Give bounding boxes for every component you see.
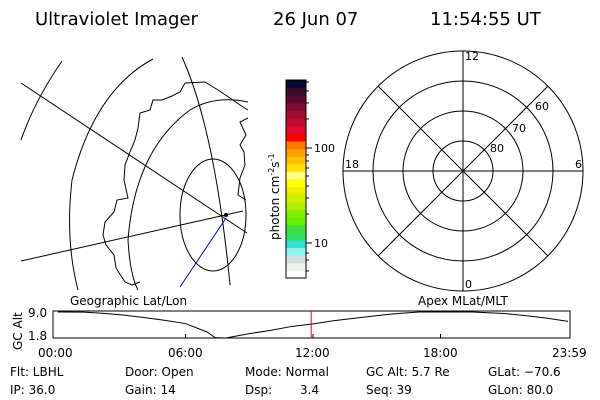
colorbar-tick-100: 100 <box>314 142 335 155</box>
mlat-label-80: 80 <box>490 142 504 155</box>
colorbar-segment <box>286 118 306 127</box>
date-label: 26 Jun 07 <box>273 9 358 30</box>
colorbar-label-text: photon cm <box>268 176 282 240</box>
time-label: 11:54:55 UT <box>430 9 542 30</box>
colorbar <box>286 80 306 279</box>
mlt-label-0: 0 <box>465 278 472 291</box>
colorbar-segment <box>286 247 306 256</box>
colorbar-segment <box>286 262 306 271</box>
latitude-circle <box>69 58 154 291</box>
dsp-label: Dsp: <box>245 383 272 397</box>
latitude-circle <box>179 158 247 272</box>
mlat-label-60: 60 <box>535 100 549 113</box>
mlat-label-70: 70 <box>512 122 526 135</box>
colorbar-segment <box>286 148 306 157</box>
colorbar-segment <box>286 80 306 89</box>
x-tick-0000: 00:00 <box>38 346 73 360</box>
colorbar-segment <box>286 133 306 142</box>
glat-status: GLat: −70.6 <box>488 365 561 379</box>
subsatellite-point <box>224 213 228 217</box>
colorbar-segment <box>286 201 306 210</box>
y-axis-label: GC Alt <box>11 312 25 350</box>
meridian-line <box>181 56 231 286</box>
colorbar-segment <box>286 87 306 96</box>
colorbar-segment <box>286 156 306 165</box>
glon-status: GLon: 80.0 <box>488 383 553 397</box>
x-tick-1800: 18:00 <box>423 346 458 360</box>
colorbar-segment <box>286 102 306 111</box>
latitude-circle <box>127 99 249 291</box>
meridian-line <box>20 210 244 262</box>
colorbar-segment <box>286 270 306 279</box>
colorbar-ticks <box>306 81 312 272</box>
colorbar-segment <box>286 232 306 241</box>
mlt-label-12: 12 <box>465 50 479 63</box>
y-tick-9: 9.0 <box>28 306 47 320</box>
latitude-circle <box>20 60 63 141</box>
colorbar-segment <box>286 217 306 226</box>
colorbar-segment <box>286 186 306 195</box>
colorbar-label-exp2: -1 <box>267 153 276 161</box>
geographic-map <box>20 56 249 291</box>
orbit-track <box>179 217 227 288</box>
colorbar-label-mid: s <box>268 161 282 167</box>
gain-status: Gain: 14 <box>125 383 176 397</box>
dsp-value: 3.4 <box>300 383 319 397</box>
x-tick-1200: 12:00 <box>295 346 330 360</box>
colorbar-segment <box>286 171 306 180</box>
apex-panel-label: Apex MLat/MLT <box>418 294 508 308</box>
ip-status: IP: 36.0 <box>10 383 55 397</box>
meridian-line <box>20 82 248 234</box>
mode-status: Mode: Normal <box>245 365 329 379</box>
geographic-panel-label: Geographic Lat/Lon <box>70 294 187 308</box>
colorbar-segment <box>286 140 306 150</box>
colorbar-tick-10: 10 <box>314 237 328 250</box>
colorbar-segment <box>286 110 306 119</box>
mlt-label-18: 18 <box>345 158 359 171</box>
x-ticks <box>185 334 441 338</box>
y-tick-1.8: 1.8 <box>28 329 47 343</box>
coastline <box>102 81 249 286</box>
colorbar-segment <box>286 209 306 218</box>
seq-status: Seq: 39 <box>366 383 412 397</box>
instrument-title: Ultraviolet Imager <box>35 9 199 30</box>
colorbar-segment <box>286 125 306 134</box>
colorbar-segment <box>286 255 306 264</box>
colorbar-segment <box>286 95 306 104</box>
x-tick-2359: 23:59 <box>552 346 587 360</box>
colorbar-segment <box>286 194 306 203</box>
colorbar-frame <box>285 79 307 279</box>
colorbar-segment <box>286 179 306 188</box>
colorbar-label-exp1: -2 <box>267 168 276 176</box>
colorbar-segment <box>286 224 306 233</box>
door-status: Door: Open <box>125 365 194 379</box>
polar-mlt-plot <box>342 50 584 292</box>
filter-status: Flt: LBHL <box>10 365 64 379</box>
colorbar-label: photon cm-2s-1 <box>267 153 282 240</box>
mlt-label-6: 6 <box>575 158 582 171</box>
altitude-line <box>57 311 569 339</box>
colorbar-segment <box>286 239 306 249</box>
gc-alt-status: GC Alt: 5.7 Re <box>366 365 450 379</box>
x-tick-0600: 06:00 <box>168 346 203 360</box>
colorbar-segment <box>286 163 306 172</box>
